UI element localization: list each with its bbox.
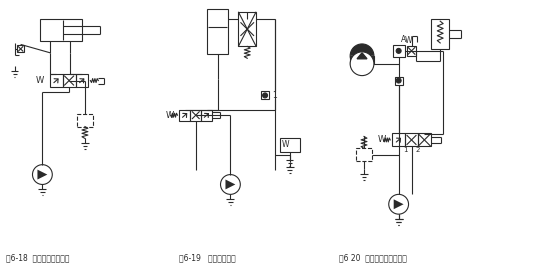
Bar <box>17 45 24 52</box>
Bar <box>392 134 405 146</box>
Circle shape <box>350 44 374 68</box>
Bar <box>63 74 76 87</box>
Bar <box>405 134 418 146</box>
Bar <box>77 114 93 127</box>
Text: W: W <box>378 135 387 144</box>
Bar <box>393 45 404 57</box>
Bar <box>350 56 374 64</box>
Bar <box>40 19 82 41</box>
Bar <box>261 91 269 99</box>
Circle shape <box>396 78 401 83</box>
Text: W: W <box>36 76 44 85</box>
Bar <box>190 110 201 121</box>
Bar <box>201 110 212 121</box>
Bar <box>395 77 403 85</box>
Circle shape <box>396 48 401 53</box>
Polygon shape <box>37 170 48 179</box>
Text: 2: 2 <box>416 147 420 153</box>
Polygon shape <box>226 179 235 189</box>
Bar <box>50 74 63 87</box>
Bar <box>76 74 89 87</box>
Text: 图6-19   自重增速回路: 图6-19 自重增速回路 <box>179 253 235 262</box>
Text: 图6 20  用蓄能器的增速回路: 图6 20 用蓄能器的增速回路 <box>339 253 407 262</box>
Bar <box>280 138 300 152</box>
Circle shape <box>262 93 267 98</box>
Polygon shape <box>357 53 367 59</box>
Bar <box>407 46 416 56</box>
Polygon shape <box>394 199 403 209</box>
Bar <box>179 110 190 121</box>
Text: 1: 1 <box>272 91 276 100</box>
Text: W: W <box>405 37 413 45</box>
Circle shape <box>350 52 374 76</box>
Bar <box>238 12 256 46</box>
Bar <box>431 19 449 49</box>
Text: W: W <box>282 140 289 149</box>
Text: W: W <box>165 111 174 120</box>
Bar <box>356 148 372 161</box>
Bar <box>418 134 431 146</box>
Wedge shape <box>350 44 374 56</box>
Bar <box>207 9 228 54</box>
Text: A: A <box>401 36 406 45</box>
Text: 1: 1 <box>403 147 407 153</box>
Text: 图6-18  旁路节流减速回路: 图6-18 旁路节流减速回路 <box>6 253 69 262</box>
